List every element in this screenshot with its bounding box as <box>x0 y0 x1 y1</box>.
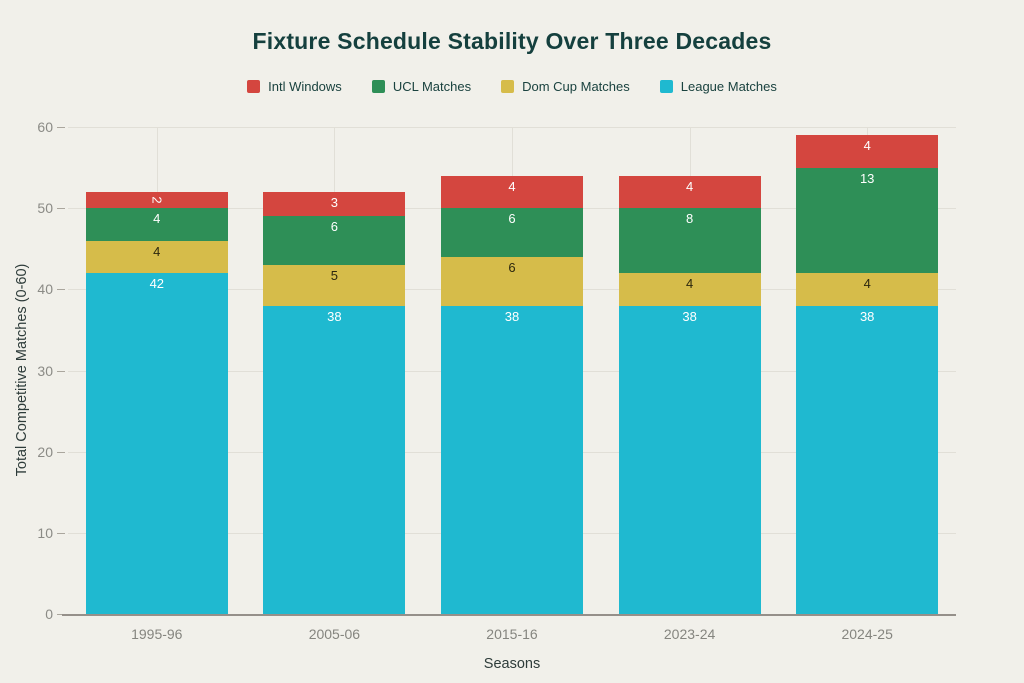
bar-value-label: 6 <box>330 219 338 235</box>
y-tick-mark <box>57 532 65 534</box>
bar-segment-dom-cup-matches[interactable]: 4 <box>796 273 939 306</box>
y-tick-mark <box>57 208 65 210</box>
y-tick-mark <box>57 370 65 372</box>
y-tick-label: 10 <box>37 524 53 541</box>
bar-value-label: 38 <box>504 308 520 324</box>
legend-item-dom-cup-matches[interactable]: Dom Cup Matches <box>501 79 630 94</box>
bar-segment-intl-windows[interactable]: 4 <box>441 175 583 209</box>
bar-value-label: 4 <box>863 138 871 154</box>
y-tick-label: 40 <box>37 281 53 298</box>
bar-value-label: 38 <box>682 308 697 324</box>
legend-swatch-intl-windows <box>247 80 261 93</box>
bar-segment-league-matches[interactable]: 38 <box>618 305 761 614</box>
legend-label: League Matches <box>680 79 777 94</box>
bar-value-label: 5 <box>330 267 338 283</box>
legend-item-league-matches[interactable]: League Matches <box>659 79 777 94</box>
bar-value-label: 13 <box>859 170 875 186</box>
bar-value-label: 4 <box>685 178 694 194</box>
y-tick-label: 60 <box>37 119 53 135</box>
bar-value-label: 38 <box>859 308 875 324</box>
y-tick-label: 0 <box>45 606 53 622</box>
legend-item-ucl-matches[interactable]: UCL Matches <box>371 79 472 94</box>
bar-value-label: 8 <box>685 211 694 227</box>
bar-segment-ucl-matches[interactable]: 4 <box>85 208 228 241</box>
x-tick-label: 2015-16 <box>486 626 538 642</box>
bar-segment-league-matches[interactable]: 42 <box>85 273 228 614</box>
bar-segment-dom-cup-matches[interactable]: 4 <box>618 273 761 306</box>
legend-item-intl-windows[interactable]: Intl Windows <box>247 79 342 94</box>
legend-label: Intl Windows <box>268 79 342 94</box>
bar-segment-intl-windows[interactable]: 4 <box>796 135 939 168</box>
bar-value-label: 4 <box>685 276 694 292</box>
y-tick-mark <box>57 289 65 291</box>
bar-segment-dom-cup-matches[interactable]: 4 <box>85 240 228 274</box>
bar-segment-dom-cup-matches[interactable]: 6 <box>441 256 583 306</box>
bar-value-label: 38 <box>327 308 342 324</box>
legend-swatch-dom-cup-matches <box>501 80 515 93</box>
x-tick-label: 2024-25 <box>841 626 893 642</box>
x-tick-label: 2005-06 <box>308 626 361 642</box>
bar-segment-ucl-matches[interactable]: 6 <box>441 208 583 257</box>
bar-value-label: 4 <box>508 178 516 194</box>
x-axis-line <box>62 614 956 616</box>
x-axis-title: Seasons <box>483 656 541 672</box>
legend-label: Dom Cup Matches <box>522 79 630 94</box>
bar-segment-league-matches[interactable]: 38 <box>263 305 406 614</box>
y-tick-mark <box>57 614 65 615</box>
chart-title: Fixture Schedule Stability Over Three De… <box>252 28 772 54</box>
bar-segment-intl-windows[interactable]: 2 <box>85 191 228 209</box>
bar-segment-ucl-matches[interactable]: 8 <box>618 208 761 274</box>
x-tick-label: 1995-96 <box>131 626 183 642</box>
legend-swatch-ucl-matches <box>371 80 385 93</box>
bar-segment-intl-windows[interactable]: 3 <box>263 191 406 217</box>
bar-value-label: 2 <box>149 196 165 204</box>
y-tick-mark <box>57 451 65 453</box>
y-tick-label: 20 <box>37 443 53 460</box>
bar-value-label: 3 <box>330 194 338 210</box>
bar-value-label: 6 <box>508 259 516 275</box>
bar-segment-intl-windows[interactable]: 4 <box>618 175 761 209</box>
bar-value-label: 6 <box>508 211 516 227</box>
y-tick-mark <box>57 127 65 128</box>
bar-value-label: 4 <box>863 276 871 292</box>
bar-segment-league-matches[interactable]: 38 <box>441 305 583 614</box>
bar-segment-ucl-matches[interactable]: 6 <box>263 216 406 265</box>
y-tick-label: 30 <box>37 362 53 379</box>
bar-segment-ucl-matches[interactable]: 13 <box>796 167 939 274</box>
legend: Intl Windows UCL Matches Dom Cup Matches… <box>0 79 1024 94</box>
x-tick-label: 2023-24 <box>663 626 716 642</box>
bar-segment-dom-cup-matches[interactable]: 5 <box>263 264 406 306</box>
legend-swatch-league-matches <box>659 80 673 93</box>
legend-label: UCL Matches <box>392 79 472 94</box>
bar-value-label: 4 <box>153 211 161 227</box>
bar-segment-league-matches[interactable]: 38 <box>796 305 939 614</box>
bar-value-label: 42 <box>149 276 165 292</box>
y-tick-label: 50 <box>37 200 53 217</box>
bar-value-label: 4 <box>153 243 161 259</box>
